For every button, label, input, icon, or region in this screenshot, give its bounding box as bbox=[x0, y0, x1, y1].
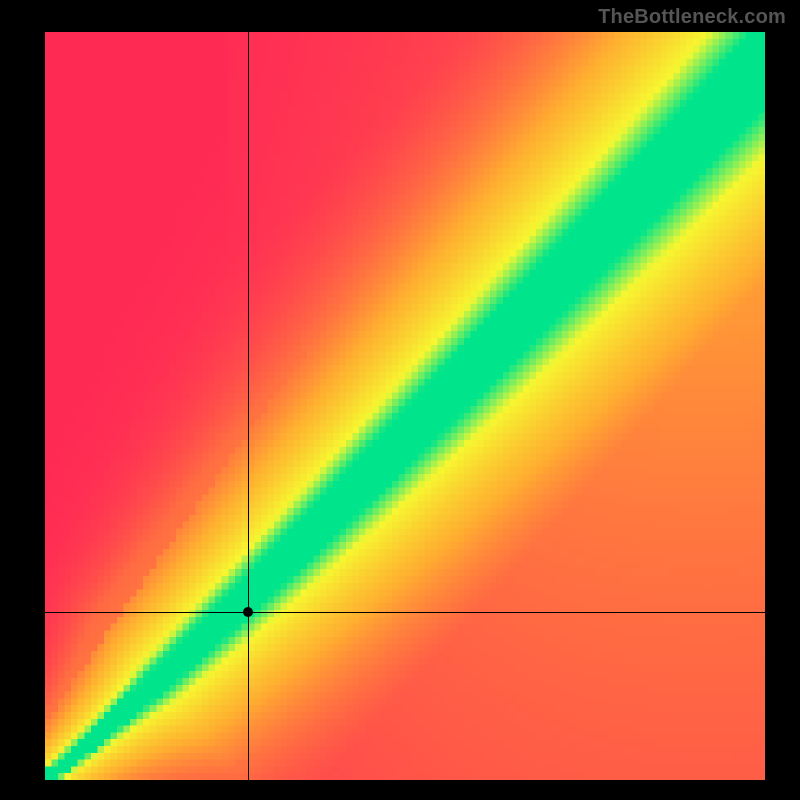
watermark-text: TheBottleneck.com bbox=[598, 6, 786, 29]
crosshair-vertical bbox=[248, 32, 249, 780]
plot-area bbox=[45, 32, 765, 780]
crosshair-horizontal bbox=[45, 612, 765, 613]
heatmap-canvas bbox=[45, 32, 765, 780]
crosshair-marker bbox=[243, 607, 253, 617]
heatmap-canvas-wrap bbox=[45, 32, 765, 780]
